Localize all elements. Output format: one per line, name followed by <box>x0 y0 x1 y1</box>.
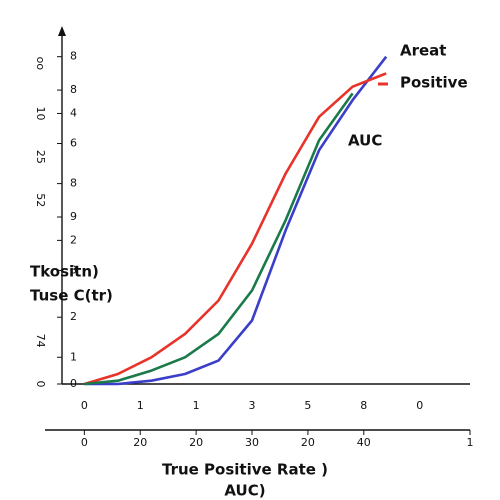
y2-tick-label: 0 <box>34 381 47 388</box>
y2-tick-label: 25 <box>34 150 47 164</box>
y-axis-label: Tuse C(tr) <box>30 287 113 305</box>
x2-tick-label: 40 <box>357 436 371 449</box>
y-tick-label: 1 <box>70 350 77 363</box>
y-tick-label: 2 <box>70 233 77 246</box>
y-tick-label: 0 <box>70 377 77 390</box>
y-axis-arrow <box>58 26 66 36</box>
x2-tick-label: 20 <box>301 436 315 449</box>
x2-tick-label: 20 <box>189 436 203 449</box>
x-tick-label: 8 <box>360 399 367 412</box>
y2-tick-label: 52 <box>34 193 47 207</box>
y2-tick-label: 74 <box>34 334 47 348</box>
annotation: AUC <box>348 132 382 150</box>
series-line <box>84 72 387 386</box>
x-axis-label: True Positive Rate ) <box>162 461 328 479</box>
y-tick-label: 3 <box>70 263 77 276</box>
y-tick-label: 8 <box>70 83 77 96</box>
x-tick-label: 0 <box>416 399 423 412</box>
y-tick-label: 8 <box>70 177 77 190</box>
x2-tick-label: 30 <box>245 436 259 449</box>
x-tick-label: 5 <box>304 399 311 412</box>
y-axis-label: Tkositn) <box>30 263 99 281</box>
x-tick-label: 3 <box>249 399 256 412</box>
x2-tick-label: 0 <box>81 436 88 449</box>
x-tick-label: 1 <box>193 399 200 412</box>
y-tick-label: 4 <box>70 106 77 119</box>
x-tick-label: 1 <box>137 399 144 412</box>
y2-tick-label: 10 <box>34 106 47 120</box>
y-tick-label: 2 <box>70 310 77 323</box>
series-line <box>84 92 354 386</box>
x-axis-label: AUC) <box>224 482 265 500</box>
legend-label: Areat <box>400 42 446 60</box>
x2-tick-label: 1 <box>467 436 474 449</box>
y2-tick-label: oo <box>34 57 47 71</box>
legend-label: Positive <box>400 74 468 92</box>
series-line <box>84 55 388 386</box>
x-tick-label: 0 <box>81 399 88 412</box>
x2-tick-label: 20 <box>133 436 147 449</box>
y-tick-label: 6 <box>70 137 77 150</box>
y-tick-label: 9 <box>70 210 77 223</box>
y-tick-label: 8 <box>70 50 77 63</box>
